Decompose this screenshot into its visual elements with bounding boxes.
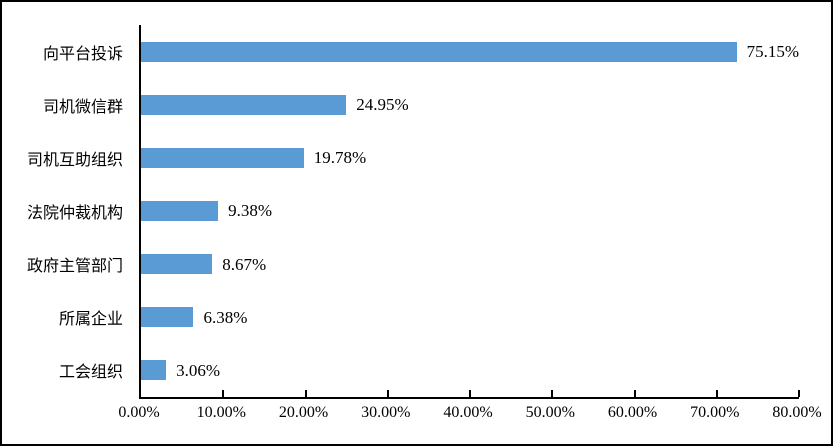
bar-row: 24.95%: [141, 78, 799, 131]
bar: [141, 147, 304, 168]
bar: [141, 360, 167, 381]
x-axis-tick-label: 60.00%: [607, 404, 658, 421]
category-label: 工会组织: [58, 364, 123, 382]
bar: [141, 307, 194, 328]
bar-value-label: 3.06%: [176, 360, 221, 380]
x-axis-tick-label: 50.00%: [525, 404, 575, 421]
x-axis-tick-label: 20.00%: [278, 404, 329, 421]
x-axis-tick-mark: [715, 390, 718, 397]
category-label: 法院仲裁机构: [26, 204, 123, 222]
bar: [141, 254, 213, 275]
category-axis-labels: 向平台投诉司机微信群司机互助组织 法院仲裁机构 政府主管部门所属企业工会组织: [2, 25, 131, 397]
x-axis-tick-label: 40.00%: [443, 404, 493, 421]
bar-series: 75.15% 24.95% 19.78% 9.38% 8.67% 6.38% 3.06%: [141, 25, 799, 397]
category-label: 所属企业: [58, 311, 123, 329]
bar-row: 3.06%: [141, 344, 799, 397]
x-axis-tick-label: 0.00%: [118, 404, 160, 421]
x-axis-tick-label: 10.00%: [196, 404, 246, 421]
category-label: 司机微信群: [42, 98, 123, 116]
x-axis-tick-label: 70.00%: [690, 404, 740, 421]
bar-value-label: 9.38%: [228, 201, 273, 221]
category-label: 政府主管部门: [26, 258, 123, 276]
x-axis-tick-mark: [551, 390, 554, 397]
plot-area: 75.15% 24.95% 19.78% 9.38% 8.67% 6.38% 3.06%: [139, 25, 800, 399]
bar-row: 6.38%: [141, 291, 799, 344]
bar-row: 8.67%: [141, 238, 799, 291]
bar-value-label: 8.67%: [222, 254, 267, 274]
x-axis-tick-mark: [304, 390, 307, 397]
x-axis-tick-mark: [633, 390, 636, 397]
x-axis-tick-mark: [798, 390, 800, 397]
x-axis-tick-mark: [222, 390, 225, 397]
bar-row: 9.38%: [141, 184, 799, 237]
x-axis-tick-labels: 0.00% 10.00% 20.00% 30.00% 40.00% 50.00% 60.00…: [118, 403, 821, 427]
bar: [141, 200, 219, 221]
bar-value-label: 6.38%: [203, 307, 248, 327]
bar-row: 75.15%: [141, 25, 799, 78]
bar-row: 19.78%: [141, 131, 799, 184]
x-axis-tick-mark: [386, 390, 389, 397]
bar-value-label: 75.15%: [746, 42, 799, 62]
bar-value-label: 19.78%: [313, 148, 367, 168]
x-axis-tick-mark: [469, 390, 471, 397]
x-axis-tick-label: 80.00%: [772, 404, 822, 421]
bar: [141, 94, 347, 115]
category-label: 向平台投诉: [42, 45, 123, 63]
bar: [141, 41, 737, 62]
x-axis-tick-label: 30.00%: [361, 404, 411, 421]
bar-value-label: 24.95%: [356, 95, 409, 115]
category-label: 司机互助组织: [26, 151, 123, 169]
